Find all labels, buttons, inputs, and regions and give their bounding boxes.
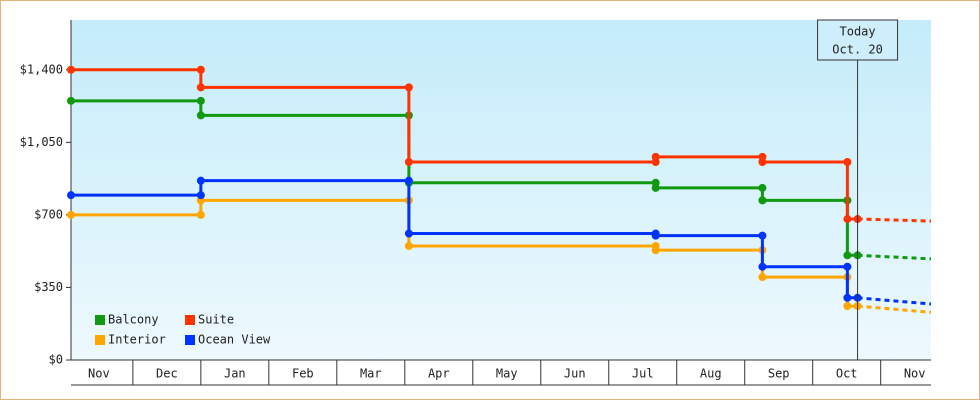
price-point — [196, 111, 205, 120]
price-point — [758, 196, 767, 205]
today-label: Today — [840, 25, 876, 39]
x-tick-label: May — [496, 367, 518, 381]
x-tick-label: Mar — [360, 367, 382, 381]
price-point — [196, 176, 205, 185]
forecast-line — [857, 217, 932, 223]
y-tick-label: $350 — [34, 280, 63, 294]
legend-label: Suite — [198, 313, 234, 327]
y-tick-label: $0 — [49, 353, 63, 367]
price-point — [758, 273, 767, 282]
plot-area — [71, 20, 931, 360]
x-tick-label: Nov — [904, 367, 926, 381]
y-tick-label: $700 — [34, 207, 63, 221]
x-tick-label: Jun — [564, 367, 586, 381]
today-box — [817, 19, 899, 61]
price-point — [196, 83, 205, 92]
forecast-line — [857, 304, 932, 314]
price-point — [843, 251, 852, 260]
legend-label: Interior — [108, 333, 166, 347]
price-point — [651, 152, 660, 161]
price-point — [843, 293, 852, 302]
price-point — [843, 302, 852, 311]
price-point — [67, 210, 75, 219]
legend-swatch — [185, 335, 195, 345]
forecast-line — [857, 296, 932, 306]
price-point — [758, 231, 767, 240]
price-point — [651, 231, 660, 240]
price-point — [404, 229, 413, 238]
legend-swatch — [95, 335, 105, 345]
price-point — [651, 246, 660, 255]
price-point — [404, 176, 413, 185]
today-label: Oct. 20 — [832, 43, 883, 57]
x-tick-label: Jul — [632, 367, 654, 381]
x-tick-label: Apr — [428, 367, 450, 381]
price-point — [67, 96, 75, 105]
x-tick-label: Aug — [700, 367, 722, 381]
x-tick-label: Dec — [156, 367, 178, 381]
legend-swatch — [95, 315, 105, 325]
legend-swatch — [185, 315, 195, 325]
price-point — [404, 241, 413, 250]
price-point — [67, 191, 75, 200]
x-tick-label: Oct — [836, 367, 858, 381]
price-point — [843, 215, 852, 224]
price-point — [404, 158, 413, 167]
price-point — [758, 158, 767, 167]
x-tick-label: Nov — [88, 367, 110, 381]
y-tick-label: $1,050 — [20, 135, 63, 149]
forecast-line — [857, 253, 932, 261]
price-point — [843, 158, 852, 167]
x-tick-label: Sep — [768, 367, 790, 381]
y-tick-label: $1,400 — [20, 62, 63, 76]
price-point — [196, 65, 205, 74]
price-point — [196, 96, 205, 105]
price-point — [196, 210, 205, 219]
price-point — [758, 262, 767, 271]
price-point — [843, 262, 852, 271]
price-point — [651, 183, 660, 192]
price-point — [196, 191, 205, 200]
price-point — [758, 183, 767, 192]
x-tick-label: Feb — [292, 367, 314, 381]
legend-label: Balcony — [108, 313, 159, 327]
price-point — [404, 83, 413, 92]
legend-label: Ocean View — [198, 333, 271, 347]
price-point — [67, 65, 75, 74]
x-tick-label: Jan — [224, 367, 246, 381]
